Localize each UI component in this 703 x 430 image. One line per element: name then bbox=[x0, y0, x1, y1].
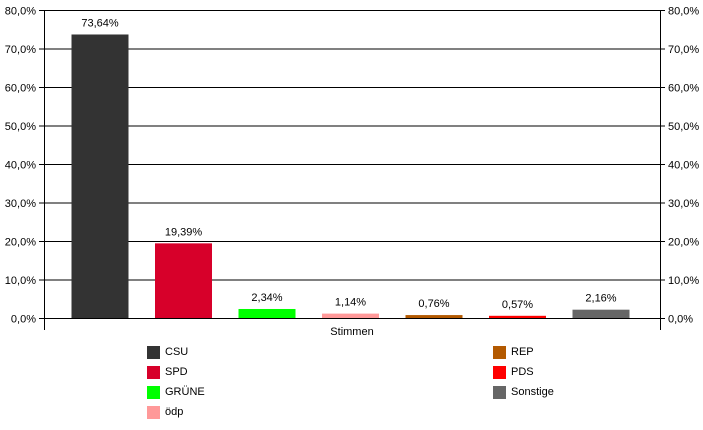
legend-label: PDS bbox=[511, 366, 534, 378]
bar-sonstige bbox=[572, 309, 630, 318]
y-tick-label-right: 10,0% bbox=[668, 275, 699, 287]
data-label: 2,34% bbox=[251, 292, 282, 304]
y-tick-label-right: 0,0% bbox=[668, 314, 693, 326]
y-tick-label-right: 80,0% bbox=[668, 6, 699, 18]
y-tick-label-right: 50,0% bbox=[668, 121, 699, 133]
legend-label: GRÜNE bbox=[165, 386, 205, 398]
y-tick-label-left: 60,0% bbox=[5, 83, 36, 95]
data-label: 2,16% bbox=[585, 293, 616, 305]
y-tick-label-left: 30,0% bbox=[5, 198, 36, 210]
x-axis-label: Stimmen bbox=[330, 326, 373, 338]
y-tick-label-left: 10,0% bbox=[5, 275, 36, 287]
data-label: 73,64% bbox=[81, 17, 119, 29]
bar-spd bbox=[155, 243, 212, 318]
legend-item: SPD bbox=[147, 365, 188, 379]
y-tick-label-left: 20,0% bbox=[5, 237, 36, 249]
legend-label: Sonstige bbox=[511, 386, 554, 398]
legend-swatch bbox=[147, 345, 160, 359]
data-label: 19,39% bbox=[165, 226, 203, 238]
legend-swatch bbox=[493, 385, 506, 399]
y-tick-label-right: 40,0% bbox=[668, 160, 699, 172]
y-tick-label-right: 60,0% bbox=[668, 83, 699, 95]
legend-label: CSU bbox=[165, 346, 189, 358]
bar-csu bbox=[71, 34, 129, 319]
legend-swatch bbox=[147, 365, 160, 379]
data-label: 0,57% bbox=[502, 299, 533, 311]
bar-rep bbox=[405, 315, 463, 318]
legend-label: SPD bbox=[165, 366, 188, 378]
y-tick-label-left: 50,0% bbox=[5, 121, 36, 133]
legend-label: ödp bbox=[165, 406, 184, 418]
legend-item: GRÜNE bbox=[147, 385, 205, 399]
legend-item: PDS bbox=[493, 365, 534, 379]
legend-item: REP bbox=[493, 345, 534, 359]
data-label: 0,76% bbox=[418, 298, 449, 310]
bar-grüne bbox=[238, 308, 296, 318]
y-tick-label-left: 0,0% bbox=[11, 314, 36, 326]
y-tick-label-right: 30,0% bbox=[668, 198, 699, 210]
y-tick-label-right: 20,0% bbox=[668, 237, 699, 249]
y-tick-label-left: 80,0% bbox=[5, 6, 36, 18]
y-tick-label-left: 40,0% bbox=[5, 160, 36, 172]
legend-swatch bbox=[493, 365, 506, 379]
legend-item: Sonstige bbox=[493, 385, 554, 399]
y-tick-label-right: 70,0% bbox=[668, 44, 699, 56]
legend-swatch bbox=[493, 345, 506, 359]
bar-ödp bbox=[322, 313, 379, 318]
y-tick-label-left: 70,0% bbox=[5, 44, 36, 56]
legend-swatch bbox=[147, 385, 160, 399]
data-label: 1,14% bbox=[335, 297, 366, 309]
legend-item: ödp bbox=[147, 405, 183, 419]
legend-label: REP bbox=[511, 346, 534, 358]
legend-item: CSU bbox=[147, 345, 188, 359]
legend-swatch bbox=[147, 405, 160, 419]
bar-pds bbox=[489, 315, 546, 318]
